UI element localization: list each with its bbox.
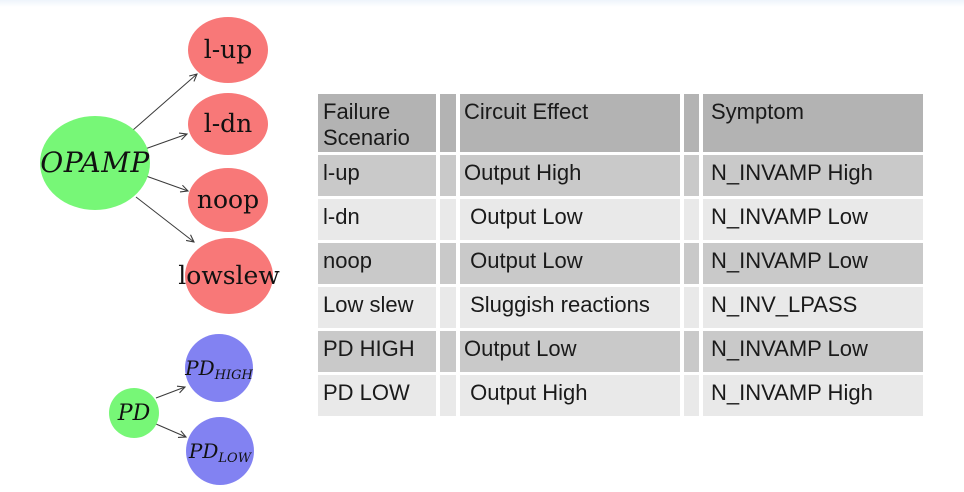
arrow-opamp-to-l-dn [144, 134, 187, 150]
node-pd [109, 388, 159, 438]
cell-effect: Output Low [460, 243, 680, 284]
cell-spacer [684, 287, 699, 328]
cell-scenario: noop [318, 243, 436, 284]
cell-effect: Output High [460, 375, 680, 416]
table-row: Low slew Sluggish reactions N_INV_LPASS [318, 287, 923, 328]
cell-spacer [440, 155, 456, 196]
table-row: l-dn Output Low N_INVAMP Low [318, 199, 923, 240]
table-row: PD LOW Output High N_INVAMP High [318, 375, 923, 416]
cell-symptom: N_INVAMP Low [703, 331, 923, 372]
node-pd-low [186, 417, 254, 485]
table-row: l-up Output High N_INVAMP High [318, 155, 923, 196]
arrow-opamp-to-lowslew [135, 196, 194, 242]
header-row: Failure Scenario Circuit Effect Symptom [318, 94, 923, 152]
top-edge-highlight [0, 0, 964, 7]
node-l-up [188, 17, 268, 83]
cell-spacer [684, 155, 699, 196]
node-pd-high-label: PDHIGH [184, 356, 253, 383]
header-spacer [684, 94, 699, 152]
cell-spacer [684, 375, 699, 416]
cell-symptom: N_INVAMP High [703, 155, 923, 196]
cell-effect: Sluggish reactions [460, 287, 680, 328]
cell-spacer [440, 375, 456, 416]
arrow-opamp-to-noop [145, 175, 188, 191]
cell-spacer [440, 331, 456, 372]
cell-spacer [440, 199, 456, 240]
cell-scenario: l-dn [318, 199, 436, 240]
cell-spacer [684, 331, 699, 372]
cell-spacer [440, 287, 456, 328]
node-pd-high [185, 334, 253, 402]
arrow-pd-to-pd-high [155, 387, 185, 399]
node-lowslew-label: lowslew [178, 261, 280, 290]
cell-scenario: Low slew [318, 287, 436, 328]
cell-spacer [440, 243, 456, 284]
node-l-dn [188, 93, 268, 155]
node-l-up-label: l-up [204, 35, 253, 64]
cell-scenario: PD LOW [318, 375, 436, 416]
table-row: noop Output Low N_INVAMP Low [318, 243, 923, 284]
node-noop [188, 168, 268, 232]
cell-effect: Output Low [460, 331, 680, 372]
failure-scenario-table: Failure Scenario Circuit Effect Symptom … [314, 91, 927, 419]
node-noop-label: noop [197, 185, 259, 214]
node-pd-low-label: PDLOW [188, 439, 253, 466]
header-symptom: Symptom [703, 94, 923, 152]
cell-effect: Output High [460, 155, 680, 196]
cell-spacer [684, 243, 699, 284]
arrow-opamp-to-l-up [132, 74, 197, 131]
header-failure-scenario: Failure Scenario [318, 94, 436, 152]
node-l-dn-label: l-dn [204, 109, 253, 138]
cell-symptom: N_INVAMP High [703, 375, 923, 416]
cell-scenario: PD HIGH [318, 331, 436, 372]
cell-effect: Output Low [460, 199, 680, 240]
node-opamp [40, 116, 150, 210]
cell-spacer [684, 199, 699, 240]
cell-scenario: l-up [318, 155, 436, 196]
cell-symptom: N_INVAMP Low [703, 199, 923, 240]
fault-tree-diagram: OPAMP l-up l-dn noop lowslew PD PDHIGH P… [40, 17, 280, 485]
node-opamp-label: OPAMP [40, 146, 150, 179]
arrow-pd-to-pd-low [155, 423, 186, 437]
header-circuit-effect: Circuit Effect [460, 94, 680, 152]
table-row: PD HIGH Output Low N_INVAMP Low [318, 331, 923, 372]
node-pd-label: PD [117, 401, 151, 426]
cell-symptom: N_INVAMP Low [703, 243, 923, 284]
node-lowslew [185, 238, 273, 314]
cell-symptom: N_INV_LPASS [703, 287, 923, 328]
header-spacer [440, 94, 456, 152]
